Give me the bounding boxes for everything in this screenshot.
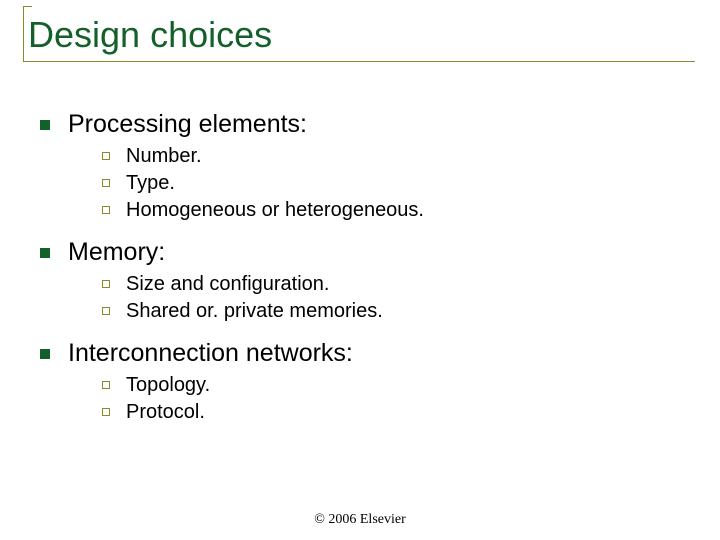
bullet-level2-label: Size and configuration. [126,273,329,296]
bullet-level2-label: Homogeneous or heterogeneous. [126,199,424,222]
bullet-level2: Type. [102,172,680,195]
copyright-footer: © 2006 Elsevier [0,512,720,528]
bullet-level2-label: Protocol. [126,401,205,424]
title-rule-segment [23,61,695,62]
bullet-level2-group: Number. Type. Homogeneous or heterogeneo… [102,145,680,222]
bullet-level2-label: Type. [126,172,175,195]
square-outline-bullet-icon [102,381,110,389]
title-rule-segment [23,6,32,7]
slide-body: Processing elements: Number. Type. Homog… [40,110,680,428]
square-outline-bullet-icon [102,307,110,315]
square-bullet-icon [40,120,50,130]
bullet-level1-label: Processing elements: [68,110,307,139]
bullet-level2: Shared or. private memories. [102,300,680,323]
bullet-level2-label: Topology. [126,374,210,397]
bullet-level2: Size and configuration. [102,273,680,296]
square-outline-bullet-icon [102,280,110,288]
bullet-level2: Homogeneous or heterogeneous. [102,199,680,222]
bullet-level1-label: Memory: [68,238,165,267]
square-bullet-icon [40,248,50,258]
bullet-level1: Memory: [40,238,680,267]
bullet-level2-label: Number. [126,145,202,168]
bullet-level2-group: Size and configuration. Shared or. priva… [102,273,680,323]
square-outline-bullet-icon [102,152,110,160]
bullet-level2: Protocol. [102,401,680,424]
square-outline-bullet-icon [102,408,110,416]
slide-title: Design choices [28,14,272,56]
square-outline-bullet-icon [102,206,110,214]
square-outline-bullet-icon [102,179,110,187]
bullet-level1-label: Interconnection networks: [68,339,353,368]
bullet-level2: Number. [102,145,680,168]
bullet-level2-label: Shared or. private memories. [126,300,383,323]
bullet-level2-group: Topology. Protocol. [102,374,680,424]
square-bullet-icon [40,349,50,359]
bullet-level1: Processing elements: [40,110,680,139]
slide: Design choices Processing elements: Numb… [0,0,720,540]
bullet-level1: Interconnection networks: [40,339,680,368]
bullet-level2: Topology. [102,374,680,397]
title-rule-segment [23,6,24,61]
